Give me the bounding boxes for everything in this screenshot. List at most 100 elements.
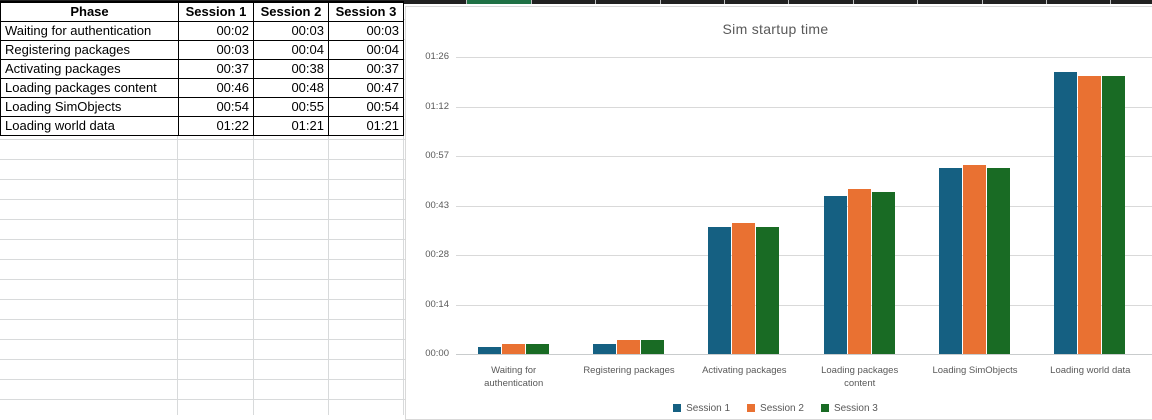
- legend-swatch-icon: [673, 404, 682, 412]
- table-row: Loading SimObjects 00:54 00:55 00:54: [0, 96, 404, 117]
- category-label: Loading world data: [1050, 365, 1131, 376]
- bar-session-1[interactable]: [1054, 72, 1078, 354]
- table-header-row: Phase Session 1 Session 2 Session 3: [0, 1, 404, 22]
- column-header[interactable]: Session 3: [328, 1, 404, 22]
- gridline: [456, 255, 1152, 256]
- column-header-cell[interactable]: [724, 0, 790, 4]
- legend-label: Session 1: [686, 402, 731, 414]
- grid-column-line: [403, 0, 404, 415]
- chart-title: Sim startup time: [722, 21, 829, 37]
- y-axis-tick-label: 00:43: [425, 199, 449, 211]
- bar-session-3[interactable]: [871, 192, 895, 354]
- bar-session-2[interactable]: [617, 340, 640, 354]
- bar-session-2[interactable]: [732, 223, 756, 354]
- phase-cell[interactable]: Loading SimObjects: [0, 96, 179, 117]
- category-axis: Waiting for authentication Registering pa…: [456, 364, 1148, 394]
- bar-session-2[interactable]: [501, 343, 525, 354]
- phase-cell[interactable]: Waiting for authentication: [0, 20, 179, 41]
- y-axis-tick-label: 00:00: [425, 348, 449, 359]
- time-value-cell[interactable]: 00:03: [253, 20, 329, 41]
- time-value-cell[interactable]: 00:03: [178, 39, 254, 60]
- column-header-cell[interactable]: [403, 0, 468, 4]
- phase-table: Phase Session 1 Session 2 Session 3 Waiting…: [0, 1, 404, 136]
- legend-swatch-icon: [820, 404, 829, 412]
- time-value-cell[interactable]: 00:04: [328, 39, 404, 60]
- gridline: [456, 205, 1152, 207]
- y-axis-tick-label: 00:57: [425, 150, 449, 161]
- table-row: Loading packages content 00:46 00:48 00:47: [0, 77, 404, 98]
- y-axis-tick-label: 01:26: [425, 51, 449, 62]
- category-label: Activating packages: [702, 365, 787, 376]
- sim-startup-chart[interactable]: Sim startup time 00:00 00:14 00:28 00:43 00:…: [405, 6, 1152, 420]
- bar-session-1[interactable]: [708, 226, 732, 354]
- chart-legend: Session 1 Session 2 Session 3: [406, 401, 1145, 415]
- bar-session-1[interactable]: [593, 343, 616, 354]
- legend-label: Session 2: [760, 402, 804, 414]
- time-value-cell[interactable]: 01:21: [253, 115, 329, 136]
- selected-column-header[interactable]: [467, 0, 532, 4]
- y-axis-tick-label: 01:12: [425, 100, 449, 112]
- time-value-cell[interactable]: 00:54: [328, 96, 404, 117]
- bar-session-2[interactable]: [1078, 75, 1102, 354]
- bar-session-3[interactable]: [987, 168, 1010, 354]
- bar-session-3[interactable]: [525, 343, 549, 354]
- time-value-cell[interactable]: 00:47: [328, 77, 404, 98]
- phase-cell[interactable]: Registering packages: [0, 39, 179, 60]
- time-value-cell[interactable]: 00:38: [253, 58, 329, 79]
- gridline: [456, 57, 1152, 58]
- time-value-cell[interactable]: 00:54: [178, 96, 254, 117]
- column-header-cell[interactable]: [660, 0, 725, 4]
- gridline: [456, 106, 1152, 108]
- time-value-cell[interactable]: 00:37: [328, 58, 404, 79]
- phase-cell[interactable]: Loading packages content: [0, 77, 179, 98]
- phase-cell[interactable]: Loading world data: [0, 115, 179, 136]
- time-value-cell[interactable]: 00:48: [253, 77, 329, 98]
- column-header-cell[interactable]: [531, 0, 597, 4]
- column-header-cell[interactable]: [596, 0, 661, 4]
- time-value-cell[interactable]: 00:55: [253, 96, 329, 117]
- column-header[interactable]: Session 1: [178, 1, 254, 22]
- column-header-cell[interactable]: [1046, 0, 1112, 4]
- bar-session-1[interactable]: [939, 168, 962, 354]
- time-value-cell[interactable]: 00:03: [328, 20, 404, 41]
- legend-label: Session 3: [833, 402, 878, 414]
- category-label: Registering packages: [583, 365, 675, 376]
- legend-item[interactable]: Session 1: [673, 403, 730, 414]
- bar-session-1[interactable]: [477, 347, 501, 354]
- bar-session-3[interactable]: [641, 340, 664, 354]
- column-header-cell[interactable]: [982, 0, 1047, 4]
- phase-cell[interactable]: Activating packages: [0, 58, 179, 79]
- legend-item[interactable]: Session 3: [820, 402, 878, 414]
- time-value-cell[interactable]: 00:02: [178, 20, 254, 41]
- time-value-cell[interactable]: 00:04: [253, 39, 329, 60]
- grid-column-line: [177, 0, 178, 415]
- grid-column-line: [253, 0, 254, 415]
- table-row: Waiting for authentication 00:02 00:03 00:0…: [0, 20, 404, 41]
- legend-swatch-icon: [747, 404, 756, 412]
- category-label: Loading SimObjects: [932, 365, 1018, 376]
- gridline: [456, 354, 1152, 355]
- gridline: [456, 156, 1152, 157]
- grid-column-line: [328, 0, 329, 415]
- column-header-cell[interactable]: [789, 0, 854, 4]
- column-header-cell[interactable]: [853, 0, 919, 4]
- bar-session-2[interactable]: [847, 189, 871, 354]
- bar-session-2[interactable]: [963, 164, 986, 354]
- column-header[interactable]: Phase: [0, 1, 179, 22]
- phase-table-body: Waiting for authentication 00:02 00:03 00:0…: [0, 20, 404, 136]
- category-label: Waiting for authentication: [484, 365, 544, 389]
- time-value-cell[interactable]: 01:22: [178, 115, 254, 136]
- bar-session-3[interactable]: [1102, 75, 1126, 354]
- column-header[interactable]: Session 2: [253, 1, 329, 22]
- category-label: Loading packages content: [821, 365, 899, 389]
- time-value-cell[interactable]: 00:46: [178, 77, 254, 98]
- gridline: [456, 304, 1152, 306]
- time-value-cell[interactable]: 00:37: [178, 58, 254, 79]
- y-axis-tick-label: 00:14: [425, 298, 449, 310]
- legend-item[interactable]: Session 2: [747, 403, 804, 414]
- bar-session-3[interactable]: [756, 226, 780, 354]
- time-value-cell[interactable]: 01:21: [328, 115, 404, 136]
- column-header-cell[interactable]: [1111, 0, 1152, 4]
- bar-session-1[interactable]: [823, 195, 847, 354]
- column-header-cell[interactable]: [918, 0, 983, 4]
